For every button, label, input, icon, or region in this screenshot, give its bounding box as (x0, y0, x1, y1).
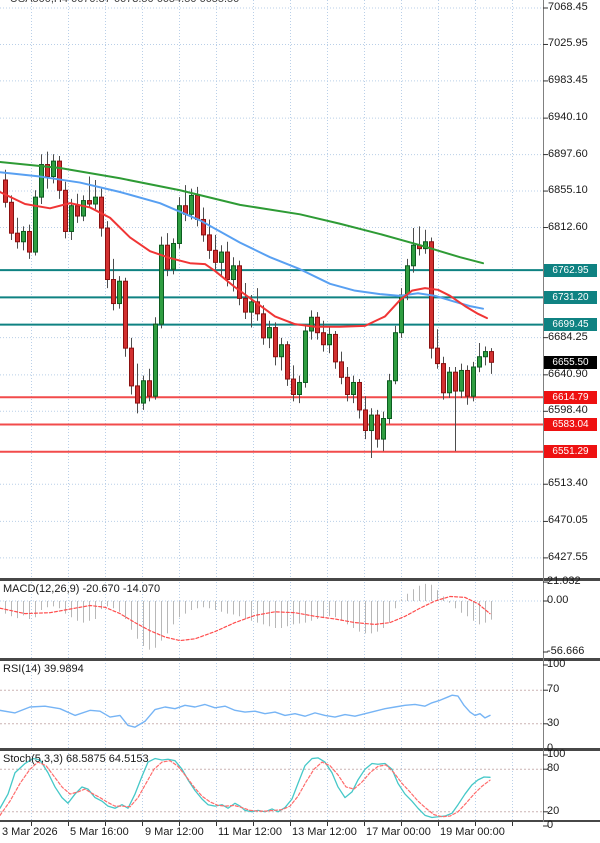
stoch-indicator-label: Stoch(5,3,3) 68.5875 64.5153 (3, 753, 149, 765)
time-axis-label: 17 Mar 00:00 (366, 826, 431, 838)
rsi-scale-label: 30 (547, 716, 560, 729)
level-price-badge: 6614.79 (544, 390, 597, 404)
rsi-scale-label: 100 (547, 658, 566, 670)
main-chart-area[interactable] (0, 0, 543, 578)
time-axis-label: 5 Mar 16:00 (70, 826, 129, 838)
rsi-scale-label: 70 (547, 683, 560, 696)
price-axis-label: 6684.25 (548, 330, 588, 343)
price-axis-label: 7025.95 (548, 37, 588, 50)
stoch-scale-label: 80 (547, 762, 560, 775)
rsi-indicator-label: RSI(14) 39.9894 (3, 663, 84, 675)
level-price-badge: 6583.04 (544, 417, 597, 431)
price-axis-label: 6812.60 (548, 220, 588, 233)
stoch-panel[interactable] (0, 751, 543, 820)
level-price-badge: 6731.20 (544, 290, 597, 304)
level-price-badge: 6551.29 (544, 445, 597, 459)
macd-scale-label: 21.032 (547, 575, 581, 588)
time-axis[interactable] (0, 822, 600, 843)
level-price-badge: 6762.95 (544, 263, 597, 277)
time-axis-label: 3 Mar 2026 (2, 826, 58, 838)
macd-panel[interactable] (0, 581, 543, 658)
macd-scale-label: 0.00 (547, 594, 569, 606)
price-axis-label: 6855.10 (548, 184, 588, 197)
price-axis[interactable] (543, 0, 600, 822)
time-axis-label: 13 Mar 12:00 (292, 826, 357, 838)
price-axis-label: 6640.90 (548, 367, 588, 380)
price-axis-label: 6427.55 (548, 550, 588, 563)
time-axis-label: 11 Mar 12:00 (218, 826, 283, 838)
price-axis-label: 6983.45 (548, 73, 588, 86)
time-axis-label: 19 Mar 00:00 (440, 826, 505, 838)
stoch-scale-label: 100 (547, 748, 566, 760)
price-axis-label: 6470.05 (548, 514, 588, 527)
macd-indicator-label: MACD(12,26,9) -20.670 -14.070 (3, 583, 161, 595)
price-axis-label: 6897.60 (548, 147, 588, 160)
price-axis-label: 6598.40 (548, 404, 588, 417)
current-price-badge: 6655.50 (544, 355, 597, 369)
stoch-scale-label: 0 (547, 819, 554, 831)
price-axis-label: 6513.40 (548, 477, 588, 490)
level-price-badge: 6699.45 (544, 318, 597, 332)
rsi-panel[interactable] (0, 661, 543, 748)
time-axis-label: 9 Mar 12:00 (145, 826, 204, 838)
macd-scale-label: -56.666 (547, 644, 585, 657)
stoch-scale-label: 20 (547, 804, 560, 817)
symbol-ohlc-title: • USA500,H4 6670.87 6673.50 6654.50 6655… (3, 0, 239, 5)
price-axis-label: 6940.10 (548, 111, 588, 124)
rsi-scale-label: 0 (547, 742, 554, 754)
price-axis-label: 7068.45 (548, 1, 588, 13)
